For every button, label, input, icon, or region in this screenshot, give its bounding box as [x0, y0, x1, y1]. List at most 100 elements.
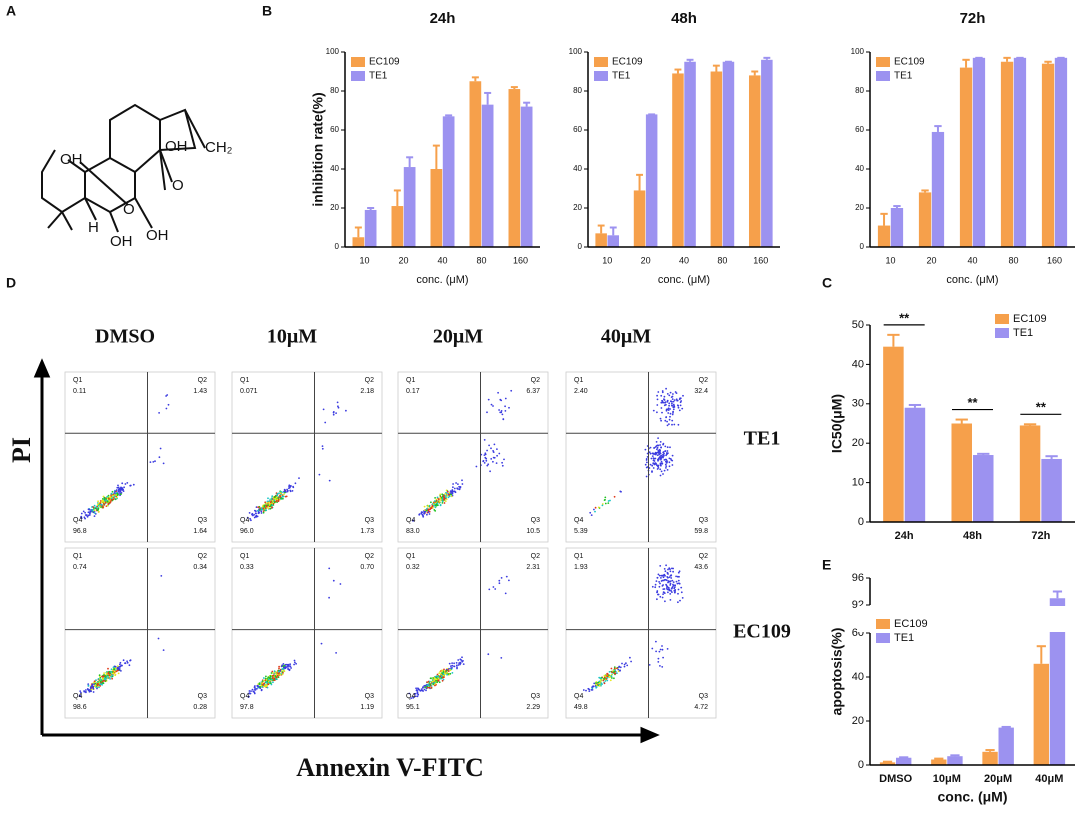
flow-event — [656, 411, 658, 414]
flow-event — [108, 497, 110, 500]
flow-event — [675, 398, 678, 401]
flow-event — [165, 407, 168, 410]
flow-event — [445, 498, 448, 500]
flow-event — [674, 391, 677, 393]
flow-event — [121, 487, 123, 489]
flow-event — [275, 678, 277, 680]
flow-event — [439, 493, 442, 496]
bar — [904, 407, 926, 522]
quadrant-label: Q3 — [198, 693, 207, 700]
flow-event — [665, 564, 667, 567]
flow-event — [669, 412, 672, 415]
flow-event — [496, 454, 498, 457]
y-tick-label: 0 — [858, 516, 864, 528]
flow-event — [669, 446, 671, 449]
flow-event — [128, 664, 131, 667]
atom-label: OH — [165, 138, 188, 155]
flow-event — [424, 684, 427, 687]
y-tick-label: 20 — [852, 437, 864, 449]
y-tick-label: 60 — [573, 125, 582, 134]
flow-event — [657, 657, 660, 660]
flow-event — [114, 665, 117, 668]
x-axis-label: conc. (μM) — [416, 274, 468, 286]
flow-event — [417, 687, 420, 690]
flow-event — [450, 665, 452, 667]
flow-event — [431, 505, 434, 508]
quadrant-value: 1.64 — [193, 528, 207, 535]
flow-event — [668, 423, 670, 425]
flow-event — [667, 409, 670, 411]
flow-event — [600, 677, 603, 680]
flow-event — [250, 690, 252, 692]
flow-event — [293, 659, 296, 662]
bond — [159, 149, 173, 183]
flow-event — [266, 686, 269, 689]
flow-event — [501, 461, 503, 464]
quadrant-label: Q2 — [365, 553, 374, 560]
flow-event — [268, 500, 271, 502]
flow-event — [659, 468, 662, 471]
flow-event — [459, 486, 462, 489]
flow-event — [271, 499, 274, 502]
flow-event — [501, 413, 504, 416]
flow-event — [83, 690, 85, 692]
bond — [47, 211, 63, 229]
x-tick-label: 40 — [437, 255, 447, 265]
flow-event — [415, 687, 417, 690]
flow-event — [671, 586, 674, 589]
flow-event — [448, 495, 451, 498]
flow-event — [110, 499, 113, 501]
flow-event — [285, 663, 288, 666]
flow-event — [659, 595, 662, 598]
flow-event — [423, 509, 426, 511]
flow-event — [659, 441, 662, 443]
flow-event — [455, 482, 457, 484]
flow-event — [668, 465, 671, 468]
flow-event — [423, 688, 426, 691]
column-header: DMSO — [95, 326, 155, 348]
quadrant-label: Q2 — [198, 377, 207, 384]
panel-label: A — [6, 3, 16, 19]
x-tick-label: DMSO — [879, 773, 912, 785]
flow-event — [152, 461, 155, 463]
flow-event — [443, 672, 446, 674]
quadrant-value: 0.32 — [406, 564, 420, 571]
quadrant-label: Q4 — [406, 517, 415, 524]
flow-event — [120, 488, 123, 491]
flow-event — [282, 672, 284, 674]
flow-event — [597, 506, 600, 509]
flow-event — [613, 667, 616, 670]
flow-event — [96, 509, 99, 512]
flow-event — [654, 457, 657, 460]
flow-event — [101, 501, 104, 503]
flow-event — [262, 677, 265, 679]
flow-event — [657, 437, 659, 439]
flow-event — [588, 690, 591, 692]
flow-event — [83, 516, 86, 519]
flow-event — [248, 690, 251, 692]
flow-y-label: PI — [7, 437, 36, 463]
flow-event — [677, 592, 679, 595]
flow-event — [272, 672, 274, 674]
flow-event — [263, 682, 266, 685]
flow-plot-frame — [565, 547, 717, 719]
flow-event — [120, 493, 122, 496]
flow-event — [99, 500, 102, 502]
flow-event — [500, 399, 503, 402]
flow-event — [335, 412, 337, 414]
flow-event — [656, 576, 659, 579]
flow-event — [109, 672, 111, 675]
chart-title: 24h — [430, 10, 456, 27]
flow-event — [162, 462, 165, 465]
flow-event — [418, 513, 421, 516]
flow-event — [661, 390, 664, 392]
flow-event — [670, 396, 673, 398]
flow-event — [453, 662, 455, 665]
flow-event — [262, 684, 265, 686]
quadrant-label: Q4 — [73, 517, 82, 524]
flow-event — [426, 684, 429, 686]
flow-event — [435, 678, 438, 681]
flow-event — [669, 582, 672, 585]
flow-event — [455, 664, 458, 667]
flow-event — [660, 580, 663, 582]
